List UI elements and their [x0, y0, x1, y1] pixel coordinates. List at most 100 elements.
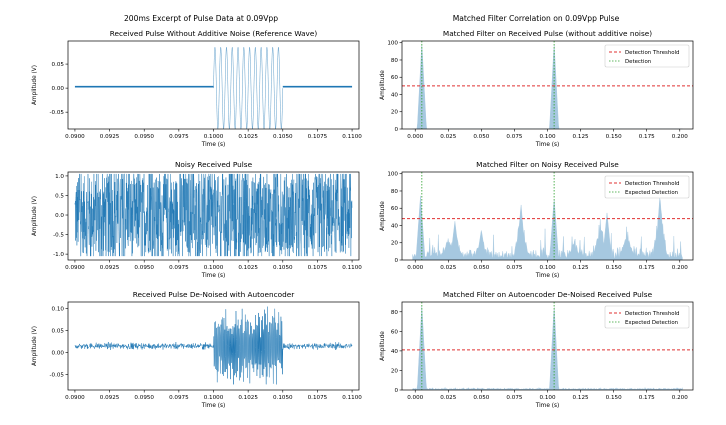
y-tick-label: -0.5: [53, 233, 64, 239]
plot-area: [402, 172, 693, 260]
legend-label: Detection Threshold: [625, 311, 679, 317]
panel-1: Received Pulse Without Additive Noise (R…: [32, 29, 362, 148]
x-tick-label: 0.175: [639, 134, 655, 140]
y-tick-label: 0.0: [55, 213, 64, 219]
x-tick-label: 0.0975: [169, 134, 189, 140]
legend: Detection Threshold Expected Detection: [604, 175, 690, 199]
x-tick-label: 0.050: [473, 265, 489, 271]
x-axis-label: Time (s): [535, 403, 560, 409]
x-axis-label: Time (s): [201, 403, 226, 409]
y-tick-label: 80: [391, 58, 399, 64]
x-tick-label: 0.0950: [134, 395, 154, 401]
correlation-area: [412, 195, 683, 260]
x-tick-label: 0.100: [539, 134, 555, 140]
plot-area: [74, 46, 353, 129]
x-tick-label: 0.125: [573, 134, 589, 140]
plot-area: [74, 173, 353, 257]
y-tick-label: 0.10: [52, 307, 65, 313]
chart-title: Received Pulse De-Noised with Autoencode…: [133, 290, 294, 299]
y-tick-label: 0.05: [52, 62, 65, 68]
x-tick-label: 0.0900: [65, 134, 85, 140]
x-tick-label: 0.175: [639, 265, 655, 271]
x-tick-label: 0.0975: [169, 395, 189, 401]
suptitle-left: 200ms Excerpt of Pulse Data at 0.09Vpp: [124, 14, 278, 23]
y-tick-label: 80: [391, 189, 399, 195]
x-tick-label: 0.1100: [342, 265, 362, 271]
y-tick-label: 20: [391, 110, 399, 116]
legend-box: [604, 44, 690, 68]
x-tick-label: 0.0950: [134, 134, 154, 140]
y-tick-label: 0: [394, 127, 398, 133]
x-tick-label: 0.0900: [65, 265, 85, 271]
x-tick-label: 0.000: [407, 395, 423, 401]
x-tick-label: 0.150: [606, 265, 622, 271]
legend-box: [604, 175, 690, 199]
x-tick-label: 0.0925: [100, 395, 120, 401]
panel-2: Noisy Received Pulse 0.0900 0.0925 0.0950 0.…: [32, 160, 362, 279]
y-tick-label: 0.5: [55, 193, 64, 199]
legend-label: Detection Threshold: [625, 181, 679, 187]
chart-title: Matched Filter on Autoencoder De-Noised …: [443, 290, 653, 299]
x-tick-label: 0.1000: [204, 395, 224, 401]
x-tick-label: 0.1025: [238, 395, 258, 401]
panel-5: Matched Filter on Noisy Received Pulse De…: [380, 160, 694, 279]
y-axis-label: Amplitude: [380, 201, 386, 231]
legend-label: Detection Threshold: [625, 50, 679, 56]
x-tick-label: 0.1075: [308, 395, 328, 401]
denoised-line: [74, 306, 353, 385]
x-tick-label: 0.200: [672, 265, 688, 271]
x-axis-label: Time (s): [535, 273, 560, 279]
plot-area: [74, 306, 353, 385]
y-axis-label: Amplitude: [380, 70, 386, 100]
y-axis-label: Amplitude (V): [32, 196, 38, 236]
x-tick-label: 0.050: [473, 395, 489, 401]
x-tick-label: 0.1000: [204, 265, 224, 271]
y-tick-label: 100: [387, 172, 398, 178]
x-tick-label: 0.150: [606, 134, 622, 140]
x-tick-label: 0.1075: [308, 265, 328, 271]
x-tick-label: 0.100: [539, 395, 555, 401]
plot-area: [402, 302, 693, 390]
x-axis-label: Time (s): [535, 142, 560, 148]
y-tick-label: 80: [391, 310, 399, 316]
suptitle-right: Matched Filter Correlation on 0.09Vpp Pu…: [453, 14, 620, 23]
x-tick-label: 0.125: [573, 395, 589, 401]
chart-title: Received Pulse Without Additive Noise (R…: [110, 29, 318, 38]
noise-line: [74, 173, 353, 257]
legend-box: [604, 305, 690, 329]
y-axis-label: Amplitude: [380, 331, 386, 361]
y-tick-label: 0.00: [52, 351, 65, 357]
y-tick-label: 1.0: [55, 174, 64, 180]
legend: Detection Threshold Expected Detection: [604, 305, 690, 329]
legend-label: Expected Detection: [625, 190, 678, 196]
correlation-area: [412, 306, 683, 390]
y-tick-label: 0: [394, 388, 398, 394]
x-tick-label: 0.075: [506, 134, 522, 140]
x-tick-label: 0.000: [407, 134, 423, 140]
x-tick-label: 0.200: [672, 395, 688, 401]
x-tick-label: 0.100: [539, 265, 555, 271]
x-tick-label: 0.025: [440, 265, 456, 271]
x-tick-label: 0.1050: [273, 395, 293, 401]
y-tick-label: 60: [391, 329, 399, 335]
panel-3: Received Pulse De-Noised with Autoencode…: [32, 290, 362, 409]
y-tick-label: 40: [391, 92, 399, 98]
y-tick-label: 20: [391, 241, 399, 247]
y-tick-label: 40: [391, 349, 399, 355]
x-tick-label: 0.1100: [342, 395, 362, 401]
x-tick-label: 0.1100: [342, 134, 362, 140]
y-tick-label: 20: [391, 368, 399, 374]
x-tick-label: 0.0925: [100, 134, 120, 140]
y-tick-label: -1.0: [53, 252, 64, 258]
x-tick-label: 0.0925: [100, 265, 120, 271]
y-tick-label: -0.05: [50, 373, 65, 379]
panel-4: Matched Filter on Received Pulse (withou…: [380, 29, 694, 148]
y-tick-label: 100: [387, 41, 398, 47]
y-tick-label: 40: [391, 223, 399, 229]
x-tick-label: 0.1050: [273, 265, 293, 271]
x-tick-label: 0.025: [440, 395, 456, 401]
y-axis-label: Amplitude (V): [32, 65, 38, 105]
legend-label: Expected Detection: [625, 320, 678, 326]
x-tick-label: 0.200: [672, 134, 688, 140]
